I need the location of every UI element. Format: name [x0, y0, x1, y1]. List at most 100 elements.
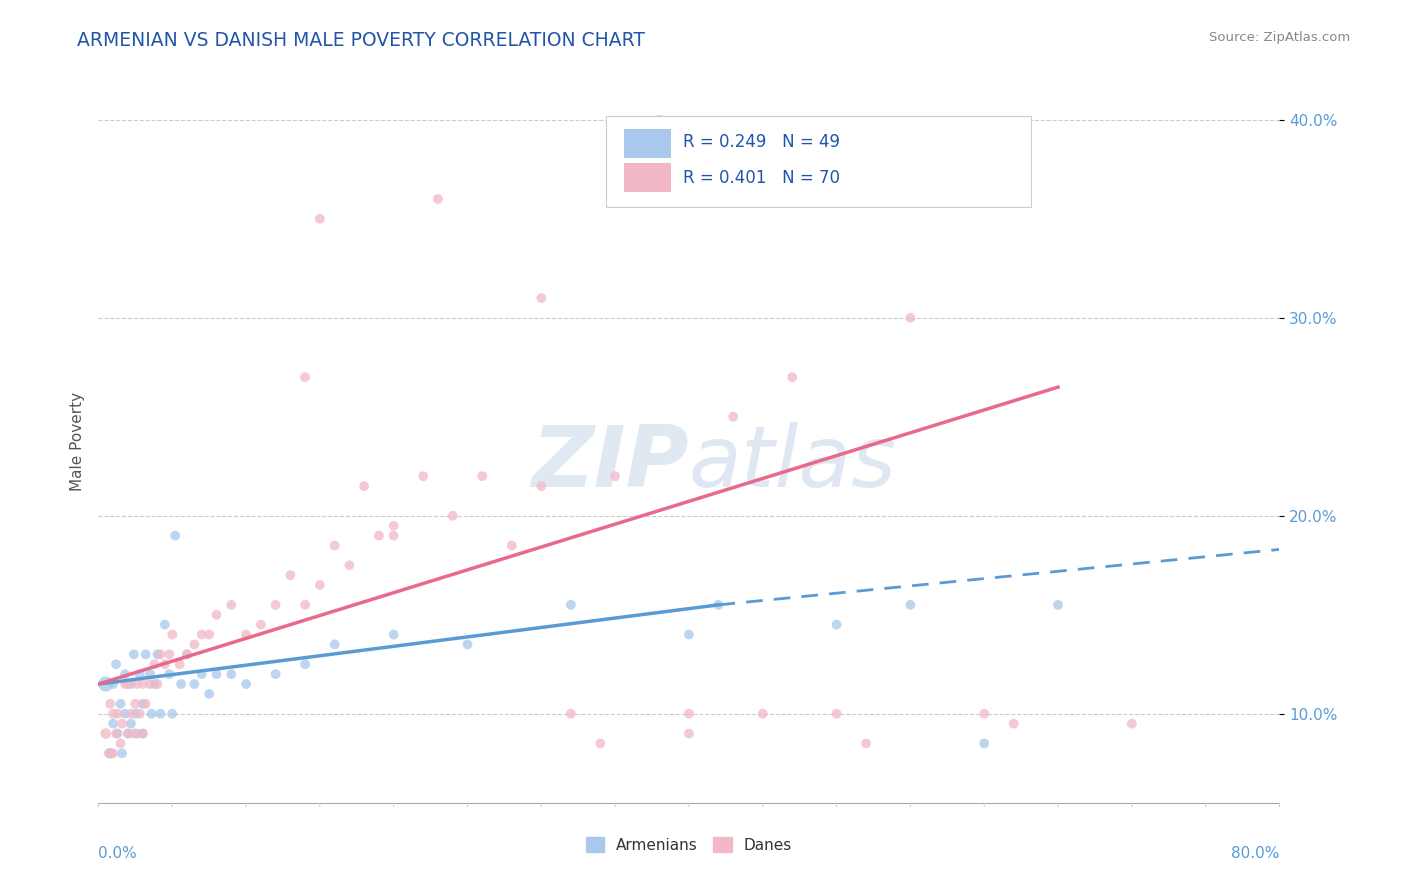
Point [124, 697, 146, 711]
Point [855, 736, 877, 750]
Point [94, 677, 117, 691]
Point [110, 697, 132, 711]
Point [122, 648, 145, 662]
Point [427, 192, 450, 206]
Point [280, 568, 302, 582]
Text: 0.0%: 0.0% [98, 847, 138, 861]
Point [143, 657, 166, 672]
Point [103, 716, 125, 731]
Point [441, 508, 464, 523]
Point [353, 479, 375, 493]
Point [235, 677, 257, 691]
Point [530, 291, 553, 305]
Text: 80.0%: 80.0% [1232, 847, 1279, 861]
Point [141, 706, 163, 721]
Point [973, 706, 995, 721]
Point [124, 706, 146, 721]
Point [98, 697, 121, 711]
Point [165, 528, 187, 542]
Point [205, 607, 228, 622]
FancyBboxPatch shape [624, 128, 671, 158]
Point [198, 627, 221, 641]
Point [176, 648, 198, 662]
Point [294, 657, 316, 672]
Point [157, 648, 180, 662]
FancyBboxPatch shape [624, 163, 671, 193]
Point [114, 667, 136, 681]
FancyBboxPatch shape [606, 117, 1032, 207]
Text: atlas: atlas [689, 422, 897, 505]
Point [110, 736, 132, 750]
Point [117, 726, 139, 740]
Point [149, 648, 172, 662]
Point [183, 677, 205, 691]
Point [221, 598, 243, 612]
Point [105, 726, 128, 740]
Point [382, 528, 405, 542]
Point [1046, 598, 1070, 612]
Point [368, 528, 391, 542]
Point [120, 716, 142, 731]
Point [412, 469, 434, 483]
Point [105, 657, 128, 672]
Point [339, 558, 361, 573]
Point [162, 627, 183, 641]
Point [169, 657, 191, 672]
Point [198, 687, 221, 701]
Point [122, 726, 145, 740]
Point [111, 747, 134, 761]
Point [146, 677, 169, 691]
Point [146, 648, 169, 662]
Point [170, 677, 193, 691]
Point [605, 469, 627, 483]
Point [103, 677, 125, 691]
Point [323, 637, 346, 651]
Point [560, 706, 582, 721]
Text: ARMENIAN VS DANISH MALE POVERTY CORRELATION CHART: ARMENIAN VS DANISH MALE POVERTY CORRELAT… [77, 31, 645, 50]
Point [191, 627, 214, 641]
Y-axis label: Male Poverty: Male Poverty [69, 392, 84, 491]
Point [221, 667, 243, 681]
Point [149, 706, 172, 721]
Point [128, 667, 150, 681]
Point [678, 627, 700, 641]
Point [264, 667, 287, 681]
Point [98, 747, 121, 761]
Point [117, 726, 139, 740]
Point [120, 677, 142, 691]
Point [97, 747, 120, 761]
Point [132, 726, 155, 740]
Text: ZIP: ZIP [531, 422, 689, 505]
Text: R = 0.401   N = 70: R = 0.401 N = 70 [683, 169, 839, 186]
Point [294, 598, 316, 612]
Point [132, 726, 155, 740]
Point [973, 736, 995, 750]
Point [250, 617, 273, 632]
Point [900, 310, 922, 325]
Point [382, 627, 405, 641]
Point [648, 112, 671, 127]
Point [117, 677, 139, 691]
Point [235, 627, 257, 641]
Legend: Armenians, Danes: Armenians, Danes [578, 829, 800, 860]
Text: Source: ZipAtlas.com: Source: ZipAtlas.com [1209, 31, 1350, 45]
Point [457, 637, 479, 651]
Point [707, 598, 730, 612]
Point [560, 598, 582, 612]
Point [382, 518, 405, 533]
Point [143, 677, 166, 691]
Point [153, 617, 176, 632]
Point [530, 479, 553, 493]
Point [107, 706, 129, 721]
Point [825, 617, 848, 632]
Point [103, 706, 125, 721]
Point [107, 726, 129, 740]
Point [752, 706, 775, 721]
Point [157, 667, 180, 681]
Point [205, 667, 228, 681]
Point [825, 706, 848, 721]
Point [162, 706, 183, 721]
Point [589, 736, 612, 750]
Text: R = 0.249   N = 49: R = 0.249 N = 49 [683, 133, 839, 151]
Point [114, 706, 136, 721]
